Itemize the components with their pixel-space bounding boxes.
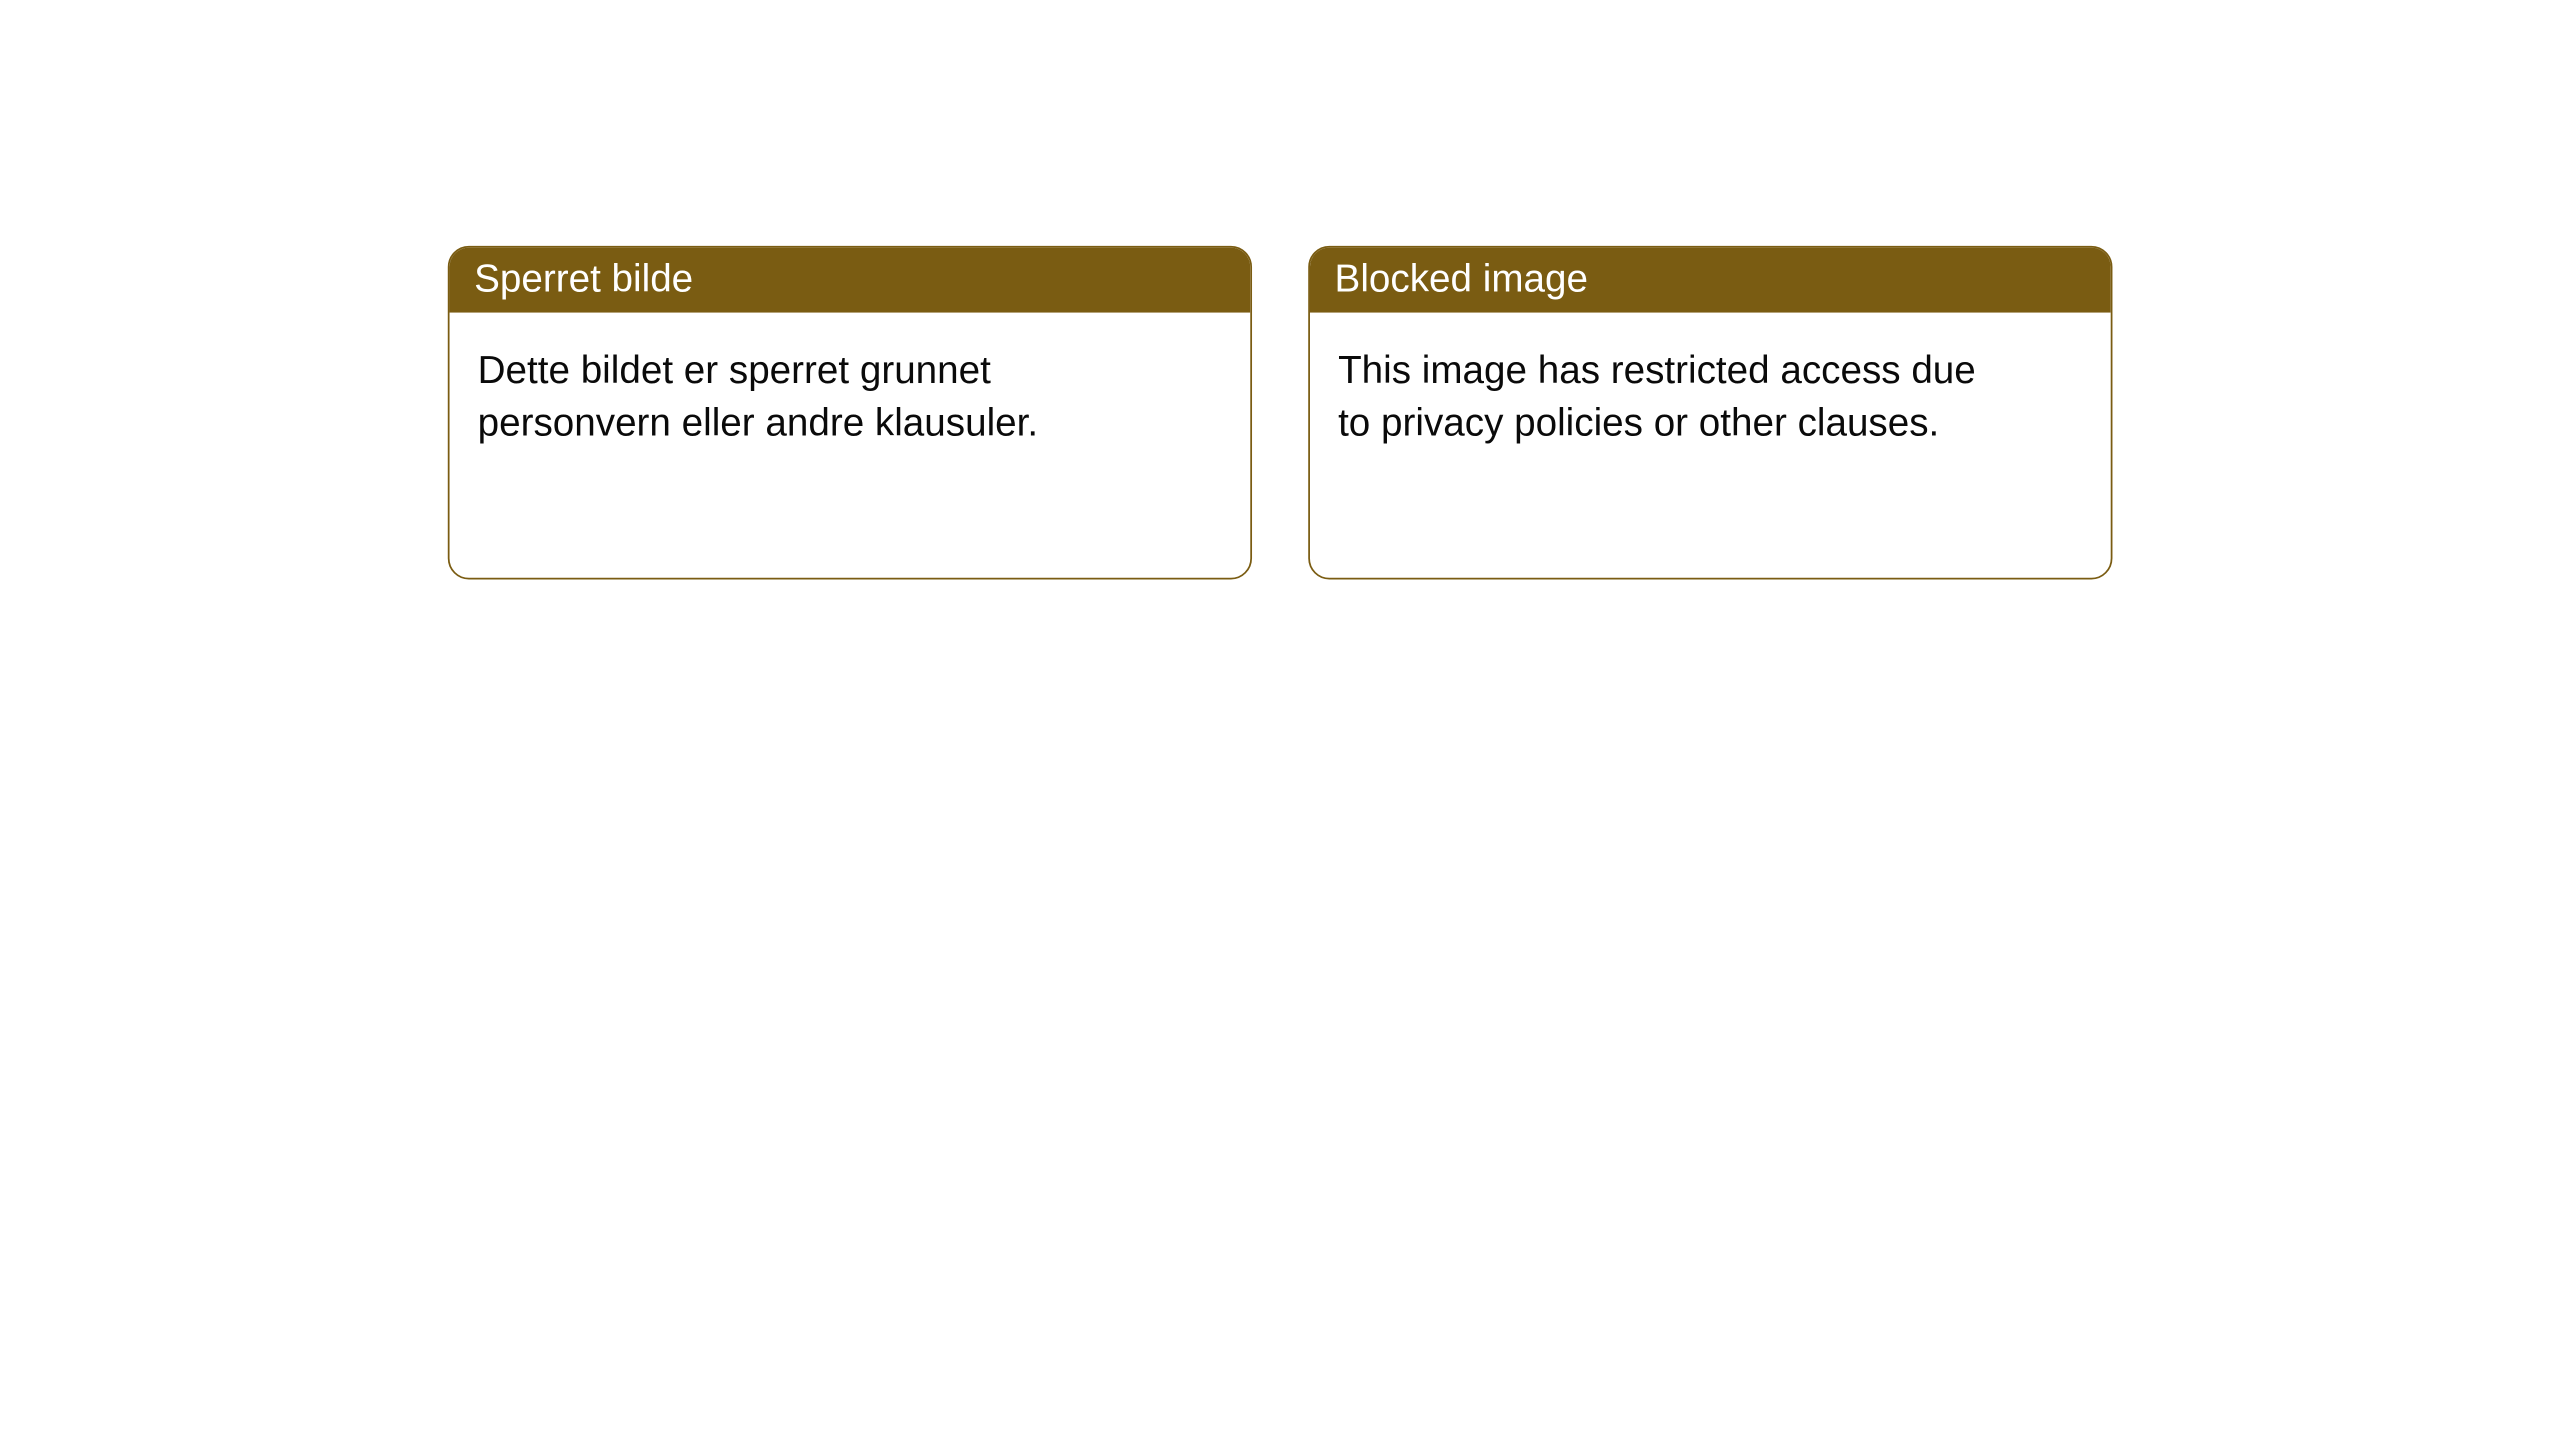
notice-body-norwegian: Dette bildet er sperret grunnet personve… [450, 313, 1152, 477]
notice-title-norwegian: Sperret bilde [450, 248, 1251, 314]
notice-title-english: Blocked image [1310, 248, 2111, 314]
notice-body-english: This image has restricted access due to … [1310, 313, 2012, 477]
notice-container: Sperret bilde Dette bildet er sperret gr… [0, 0, 2560, 579]
notice-card-norwegian: Sperret bilde Dette bildet er sperret gr… [448, 246, 1252, 580]
notice-card-english: Blocked image This image has restricted … [1308, 246, 2112, 580]
